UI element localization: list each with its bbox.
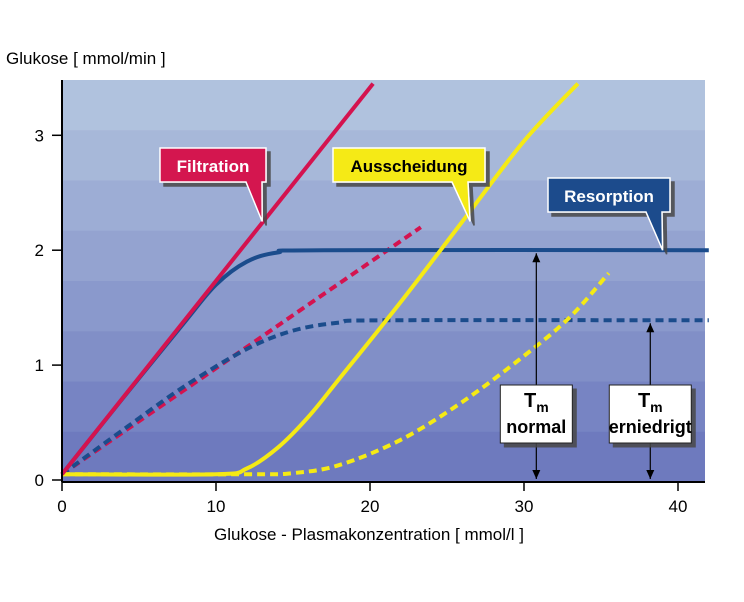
- series-line-ausscheidung: [61, 82, 580, 477]
- y-axis-label: Glukose [ mmol/min ]: [6, 49, 166, 68]
- tm-symbol: Tm: [638, 390, 663, 415]
- series-line-resorption-reduced: [60, 318, 709, 476]
- tm-symbol: Tm: [524, 390, 549, 415]
- series-layer: [60, 82, 709, 477]
- annotation-ausscheidung: Ausscheidung: [332, 147, 486, 222]
- tm-label: erniedrigt: [609, 417, 692, 437]
- tm-box: [608, 384, 692, 444]
- series-line-filtration: [60, 82, 375, 476]
- tm-label: normal: [506, 417, 566, 437]
- series-line-ausscheidung-reduced: [61, 271, 611, 477]
- y-tick-label: 0: [35, 471, 44, 490]
- x-tick-label: 10: [207, 497, 226, 516]
- tm-box: [499, 384, 573, 444]
- arrow-head-up: [532, 253, 541, 263]
- annotation-label: Filtration: [177, 157, 250, 176]
- x-axis-label: Glukose - Plasmakonzentration [ mmol/l ]: [214, 525, 524, 544]
- background-band: [62, 230, 705, 282]
- y-tick-label: 3: [35, 126, 44, 145]
- arrow-head-down: [646, 470, 655, 479]
- x-tick-label: 20: [361, 497, 380, 516]
- x-tick-label: 30: [515, 497, 534, 516]
- annotation-box: [159, 147, 267, 222]
- x-tick-label: 0: [57, 497, 66, 516]
- x-tick-label: 40: [669, 497, 688, 516]
- y-tick-label: 1: [35, 356, 44, 375]
- arrow-head-down: [532, 470, 541, 479]
- annotation-resorption: Resorption: [547, 177, 671, 251]
- annotation-filtration: Filtration: [159, 147, 267, 222]
- y-tick-label: 2: [35, 241, 44, 260]
- arrow-head-up: [646, 323, 655, 333]
- annotation-box: [332, 147, 486, 222]
- annotation-box: [547, 177, 671, 251]
- annotation-label: Resorption: [564, 187, 654, 206]
- annotation-label: Ausscheidung: [350, 157, 467, 176]
- background-band: [62, 381, 705, 433]
- annotation-layer: Filtration Ausscheidung Resorption: [159, 147, 671, 251]
- background-band: [62, 80, 705, 131]
